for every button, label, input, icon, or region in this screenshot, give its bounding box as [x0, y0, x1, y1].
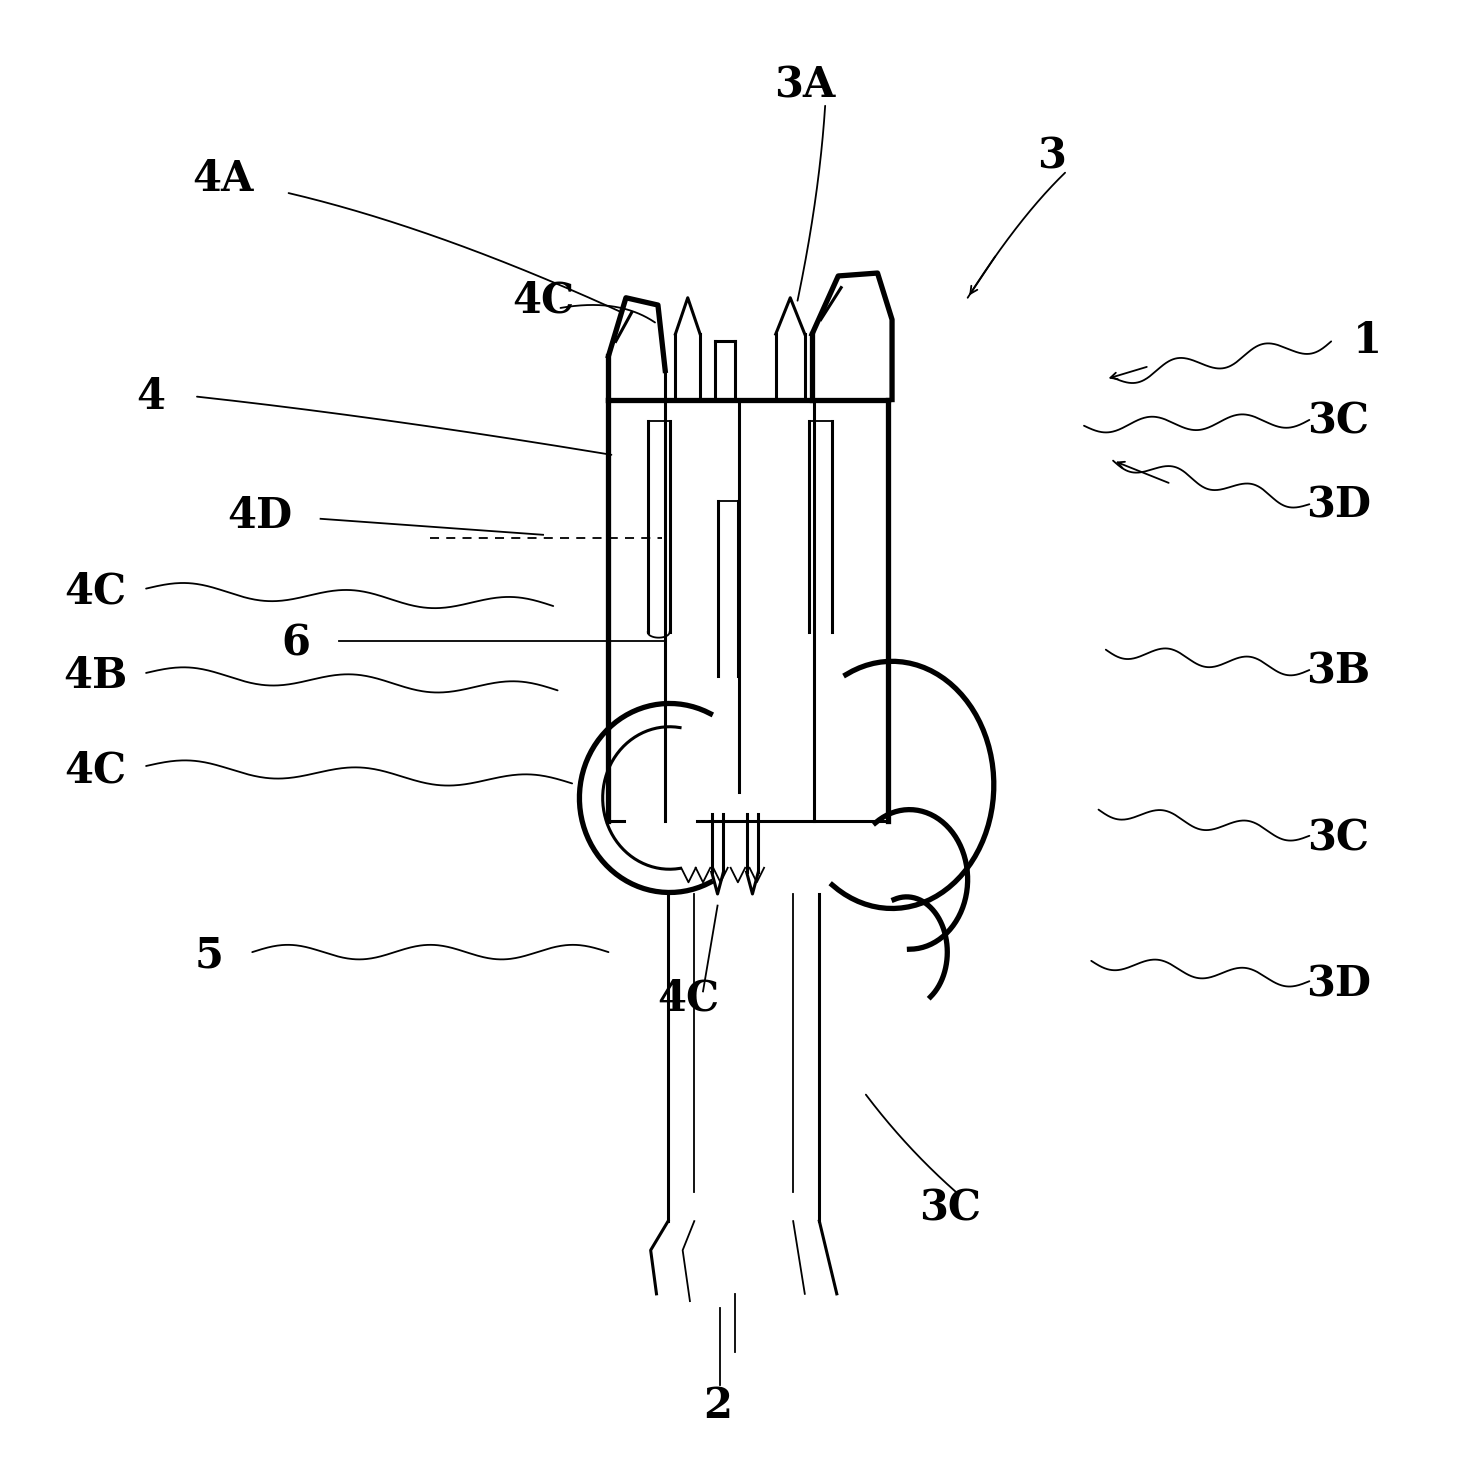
Text: 4C: 4C	[65, 571, 126, 612]
Text: 3D: 3D	[1305, 963, 1372, 1006]
Text: 3C: 3C	[1307, 818, 1370, 860]
Text: 1: 1	[1352, 320, 1382, 363]
Text: 4C: 4C	[657, 978, 719, 1020]
Text: 3C: 3C	[1307, 401, 1370, 442]
Text: 4D: 4D	[226, 495, 293, 537]
Text: 6: 6	[281, 622, 310, 665]
Text: 3B: 3B	[1307, 650, 1370, 693]
Text: 4C: 4C	[512, 280, 575, 321]
Text: 2: 2	[703, 1384, 732, 1427]
Text: 3D: 3D	[1305, 484, 1372, 527]
Text: 4B: 4B	[63, 655, 128, 697]
Text: 5: 5	[194, 934, 223, 976]
Text: 3C: 3C	[919, 1188, 980, 1229]
Text: 4A: 4A	[193, 157, 254, 200]
Text: 3: 3	[1038, 135, 1066, 178]
Text: 3A: 3A	[775, 65, 835, 107]
Text: 4C: 4C	[65, 749, 126, 791]
Text: 4: 4	[135, 376, 165, 418]
